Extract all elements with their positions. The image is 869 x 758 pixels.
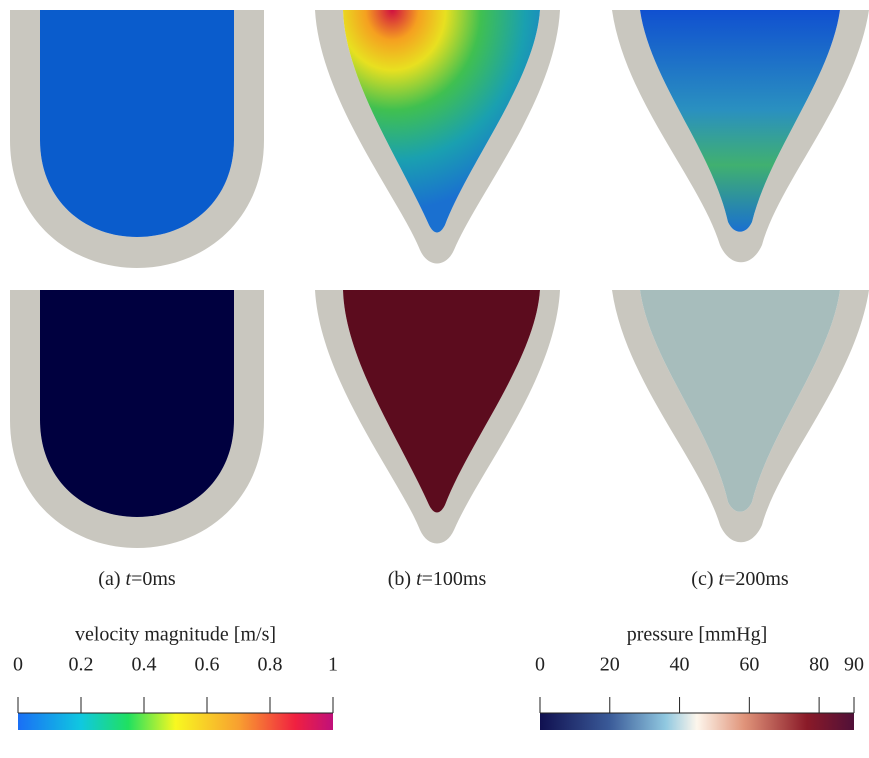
tick-label: 20 [600, 654, 620, 676]
caption-value: =200ms [724, 568, 789, 590]
tick-label: 0.2 [69, 654, 94, 676]
caption-tag: (a) [98, 568, 120, 590]
caption-tag: (c) [691, 568, 713, 590]
colorbar [540, 713, 854, 730]
fluid [40, 290, 234, 517]
tick-label: 0.4 [132, 654, 157, 676]
tick-label: 40 [670, 654, 690, 676]
fluid [40, 10, 234, 237]
colorbar [18, 713, 333, 730]
caption: (c) t=200ms [691, 568, 789, 590]
tick-label: 0 [535, 654, 545, 676]
caption-value: =0ms [131, 568, 176, 590]
panels [10, 10, 869, 548]
caption-tag: (b) [388, 568, 411, 590]
caption: (a) t=0ms [98, 568, 176, 590]
tick-label: 80 [809, 654, 829, 676]
tick-label: 0.8 [258, 654, 283, 676]
colorbars: velocity magnitude [m/s] 0 0.2 0.4 0.6 0.8 1 pr… [13, 624, 864, 730]
tick-label: 0.6 [195, 654, 220, 676]
captions: (a) t=0ms (b) t=100ms (c) t=200ms [98, 568, 789, 590]
tick-label: 90 [844, 654, 864, 676]
tick-label: 1 [328, 654, 338, 676]
caption-value: =100ms [422, 568, 487, 590]
colorbar-label: pressure [mmHg] [627, 624, 768, 646]
caption: (b) t=100ms [388, 568, 487, 590]
tick-label: 60 [739, 654, 759, 676]
colorbar-label: velocity magnitude [m/s] [75, 624, 276, 646]
tick-label: 0 [13, 654, 23, 676]
figure: (a) t=0ms (b) t=100ms (c) t=200ms velocity… [0, 0, 869, 758]
